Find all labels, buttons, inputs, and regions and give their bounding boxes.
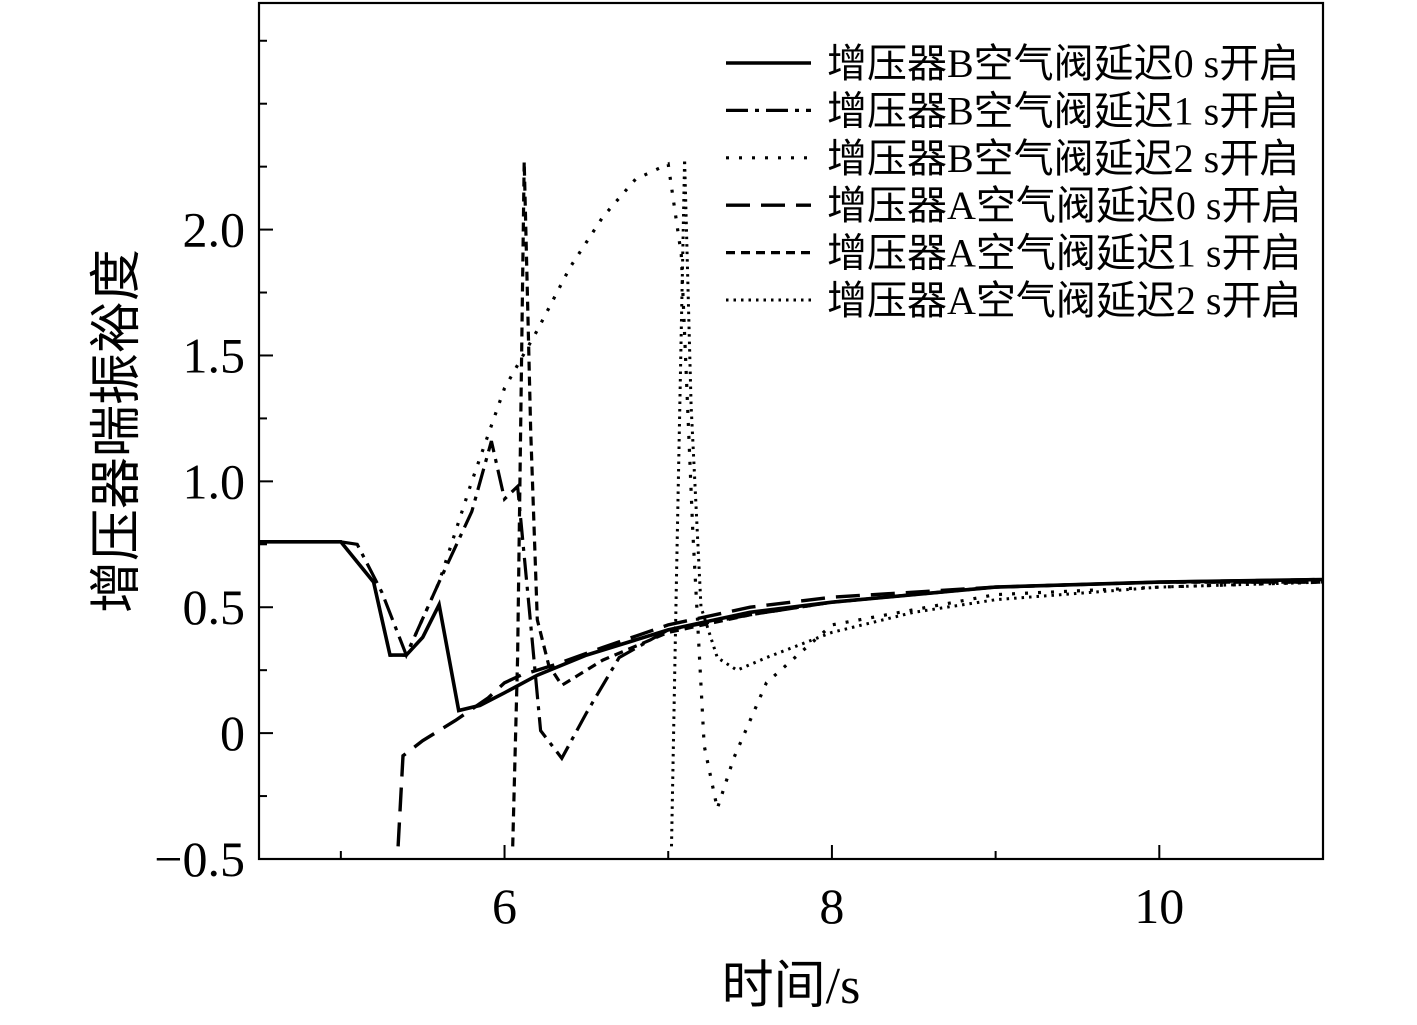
legend-label: 增压器A空气阀延迟1 s开启 bbox=[827, 231, 1301, 276]
y-tick-label: 2.0 bbox=[183, 202, 246, 258]
legend-label: 增压器A空气阀延迟0 s开启 bbox=[827, 183, 1301, 228]
y-tick-label: −0.5 bbox=[154, 831, 245, 887]
x-axis-label: 时间/s bbox=[722, 958, 861, 1015]
legend-label: 增压器B空气阀延迟2 s开启 bbox=[827, 136, 1299, 181]
legend-label: 增压器B空气阀延迟1 s开启 bbox=[827, 88, 1299, 133]
legend-label: 增压器B空气阀延迟0 s开启 bbox=[827, 41, 1299, 86]
y-tick-label: 1.0 bbox=[183, 453, 246, 509]
series-line-2 bbox=[259, 440, 1323, 762]
plot-frame bbox=[257, 1, 1325, 861]
legend-label: 增压器A空气阀延迟2 s开启 bbox=[827, 278, 1301, 323]
series-lines bbox=[259, 159, 1323, 847]
axis-ticks: 6 8 10 −0.5 0 0.5 1.0 1.5 2.0 bbox=[154, 39, 1324, 934]
x-tick-label: 8 bbox=[819, 878, 844, 934]
y-tick-label: 0 bbox=[220, 705, 245, 761]
series-line-5 bbox=[511, 161, 1323, 847]
x-tick-label: 10 bbox=[1134, 878, 1184, 934]
series-line-4 bbox=[396, 577, 1323, 847]
y-axis-label: 增压器喘振裕度 bbox=[89, 249, 146, 613]
y-tick-label: 0.5 bbox=[183, 579, 246, 635]
x-tick-label: 6 bbox=[492, 878, 517, 934]
y-tick-label: 1.5 bbox=[183, 327, 246, 383]
legend-background bbox=[716, 36, 1316, 318]
